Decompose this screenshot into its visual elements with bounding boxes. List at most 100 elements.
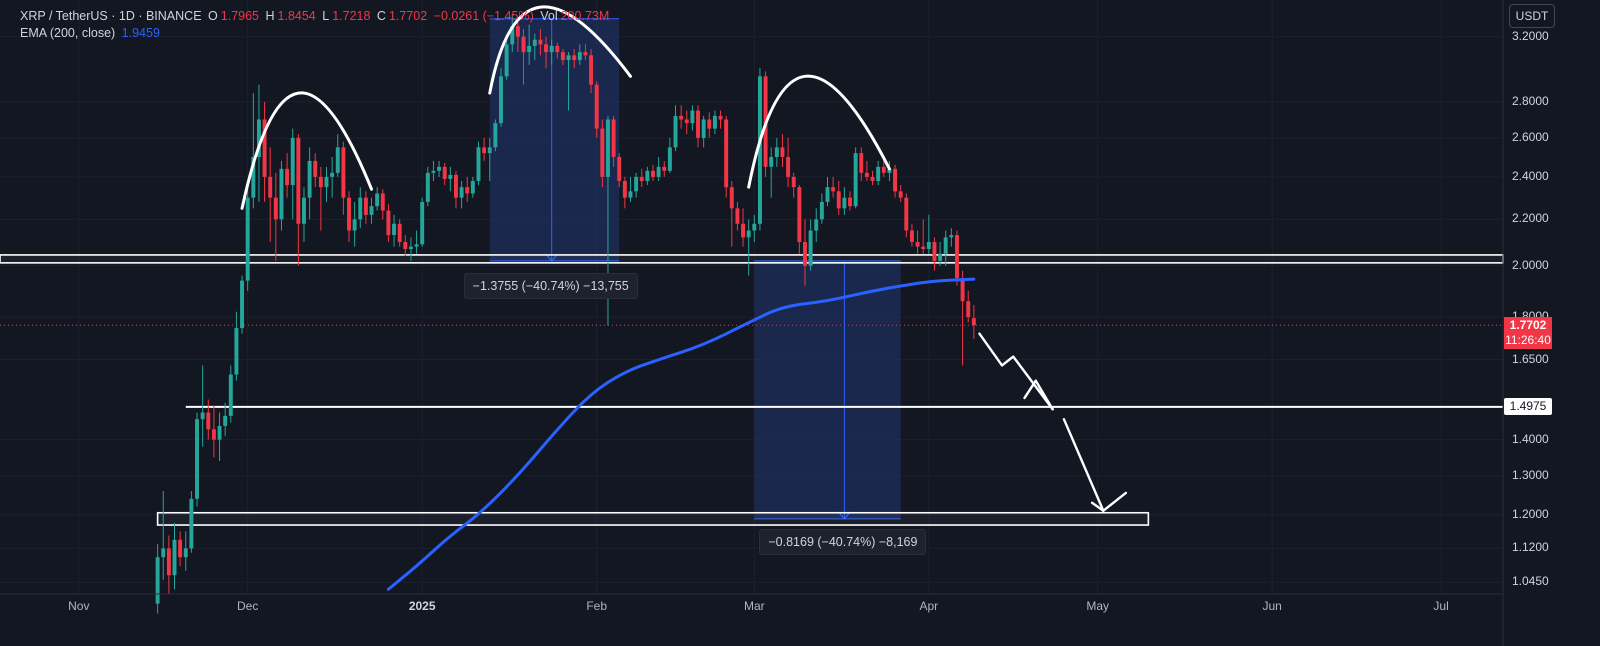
candle-body xyxy=(161,548,166,558)
candle-body xyxy=(521,36,526,53)
candle-body xyxy=(324,176,329,188)
candle-body xyxy=(273,197,278,220)
target-zone xyxy=(156,511,1150,526)
candle-body xyxy=(589,55,594,85)
time-tick-label: Mar xyxy=(743,599,765,613)
candle-body xyxy=(651,170,655,177)
price-tick-label: 2.0000 xyxy=(1512,257,1549,272)
candle-body xyxy=(774,147,779,158)
price-tick-label: 1.0450 xyxy=(1512,574,1549,589)
candle-body xyxy=(893,168,898,192)
candle-body xyxy=(864,172,869,177)
ema-line xyxy=(386,277,976,591)
level-price-value: 1.4975 xyxy=(1509,398,1547,413)
candle-body xyxy=(724,119,729,188)
head-shoulder-arc-3 xyxy=(747,74,891,189)
candle-body xyxy=(735,208,740,224)
candle-body xyxy=(611,119,616,158)
volume-value: 200.73M xyxy=(560,9,610,23)
time-tick-label: Apr xyxy=(919,599,939,613)
candle-body xyxy=(690,110,695,124)
candle-body xyxy=(296,137,301,224)
level-price-badge: 1.4975 xyxy=(1504,397,1552,415)
candle-body xyxy=(290,137,295,186)
candle-body xyxy=(318,176,323,188)
time-tick-label: Nov xyxy=(68,599,90,613)
candle-body xyxy=(380,193,385,211)
measure-label-2[interactable]: −0.8169 (−40.74%) −8,169 xyxy=(759,528,927,555)
price-tick-label: 2.2000 xyxy=(1512,211,1549,226)
candle-body xyxy=(352,219,357,231)
candle-body xyxy=(200,412,205,420)
time-tick-label: Feb xyxy=(586,599,608,613)
candle-body xyxy=(515,26,520,37)
candle-body xyxy=(437,166,442,171)
measure-range-2 xyxy=(754,260,901,519)
candle-body xyxy=(307,160,312,198)
candle-body xyxy=(943,237,948,254)
candle-body xyxy=(628,191,633,198)
candle-body xyxy=(594,84,599,129)
candle-body xyxy=(898,191,903,198)
price-tick-label: 1.1200 xyxy=(1512,540,1549,555)
low-label: L xyxy=(322,9,330,23)
candle-body xyxy=(256,119,261,158)
candle-body xyxy=(560,52,565,61)
candle-body xyxy=(971,318,976,326)
resistance-zone xyxy=(0,254,1504,264)
candle-body xyxy=(684,119,689,124)
currency-button[interactable]: USDT xyxy=(1509,4,1555,28)
candle-body xyxy=(673,115,678,148)
candle-body xyxy=(245,197,250,281)
candle-body xyxy=(718,115,723,120)
ema-200-line xyxy=(386,277,976,591)
candle-body xyxy=(791,176,796,188)
indicator-name[interactable]: EMA (200, close) xyxy=(20,26,116,40)
candle-body xyxy=(887,168,892,173)
candle-body xyxy=(701,119,706,138)
head-shoulder-arc-2 xyxy=(488,5,632,95)
candle-body xyxy=(712,115,717,129)
candle-body xyxy=(909,230,914,242)
candle-body xyxy=(392,223,397,236)
candle-body xyxy=(240,280,245,329)
candle-body xyxy=(363,197,368,215)
current-price-value: 1.7702 xyxy=(1509,318,1547,333)
candle-body xyxy=(527,45,532,53)
projection-arrow-2-head xyxy=(1090,491,1128,512)
candle-body xyxy=(369,206,374,215)
candle-body xyxy=(251,157,256,198)
indicator-value: 1.9459 xyxy=(121,26,160,40)
candle-body xyxy=(949,235,954,238)
candle-body xyxy=(617,157,622,181)
candle-body xyxy=(223,415,228,426)
symbol-name[interactable]: XRP / TetherUS · 1D · BINANCE xyxy=(20,9,202,23)
candle-body xyxy=(876,166,881,181)
candle-body xyxy=(279,168,284,220)
candle-body xyxy=(881,166,886,173)
candle-body xyxy=(848,197,852,207)
candle-body xyxy=(746,230,751,238)
candle-body xyxy=(465,187,470,194)
candle-body xyxy=(786,157,791,177)
candle-body xyxy=(605,119,610,177)
candle-body xyxy=(408,246,413,250)
candle-body xyxy=(172,539,177,576)
measure-label-1[interactable]: −1.3755 (−40.74%) −13,755 xyxy=(463,272,638,299)
candle-body xyxy=(645,170,650,181)
candle-body xyxy=(600,128,605,177)
candle-body xyxy=(482,147,487,154)
candle-body xyxy=(656,166,661,177)
candle-body xyxy=(780,147,785,158)
price-tick-label: 2.8000 xyxy=(1512,93,1549,108)
close-value: 1.7702 xyxy=(388,9,428,23)
candle-body xyxy=(870,176,875,181)
candle-body xyxy=(183,548,188,558)
high-value: 1.8454 xyxy=(277,9,316,23)
candle-body xyxy=(549,45,554,53)
candle-body xyxy=(470,180,475,194)
projection-arrow-1-head xyxy=(1023,379,1054,411)
candle-body xyxy=(510,26,515,45)
open-value: 1.7965 xyxy=(220,9,259,23)
